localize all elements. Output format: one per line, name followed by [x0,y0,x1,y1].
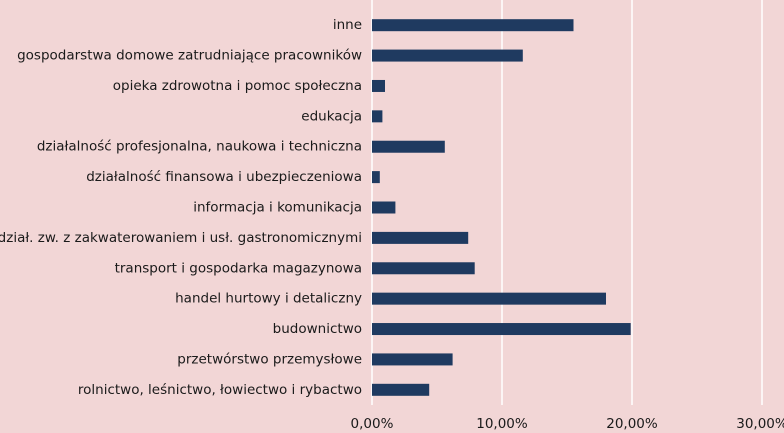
bar [372,171,380,184]
bar [372,323,631,336]
bar [372,262,475,275]
bar [372,79,385,92]
y-tick-label: handel hurtowy i detaliczny [175,291,362,307]
y-tick-label: edukacja [301,108,362,124]
bar [372,383,430,396]
y-tick-label: budownictwo [273,321,362,337]
x-tick-label: 10,00% [476,416,528,432]
bar [372,110,383,123]
y-tick-label: działalność profesjonalna, naukowa i tec… [37,139,362,155]
x-tick-label: 0,00% [351,416,394,432]
bar [372,19,574,32]
bar [372,292,606,305]
y-tick-label: rolnictwo, leśnictwo, łowiectwo i rybact… [78,382,362,398]
x-tick-label: 30,00% [736,416,784,432]
bar [372,49,523,62]
y-tick-label: informacja i komunikacja [193,200,362,216]
y-tick-label: transport i gospodarka magazynowa [115,260,362,276]
y-tick-label: opieka zdrowotna i pomoc społeczna [113,78,362,94]
y-tick-label: przetwórstwo przemysłowe [177,351,362,367]
y-tick-label: inne [333,17,362,33]
y-tick-label: gospodarstwa domowe zatrudniające pracow… [17,48,362,64]
y-tick-label: działalność finansowa i ubezpieczeniowa [86,169,362,185]
bar [372,353,453,366]
x-tick-label: 20,00% [606,416,658,432]
bar [372,140,445,153]
bar [372,231,469,244]
y-tick-label: dział. zw. z zakwaterowaniem i usł. gast… [0,230,362,246]
bar [372,201,396,214]
